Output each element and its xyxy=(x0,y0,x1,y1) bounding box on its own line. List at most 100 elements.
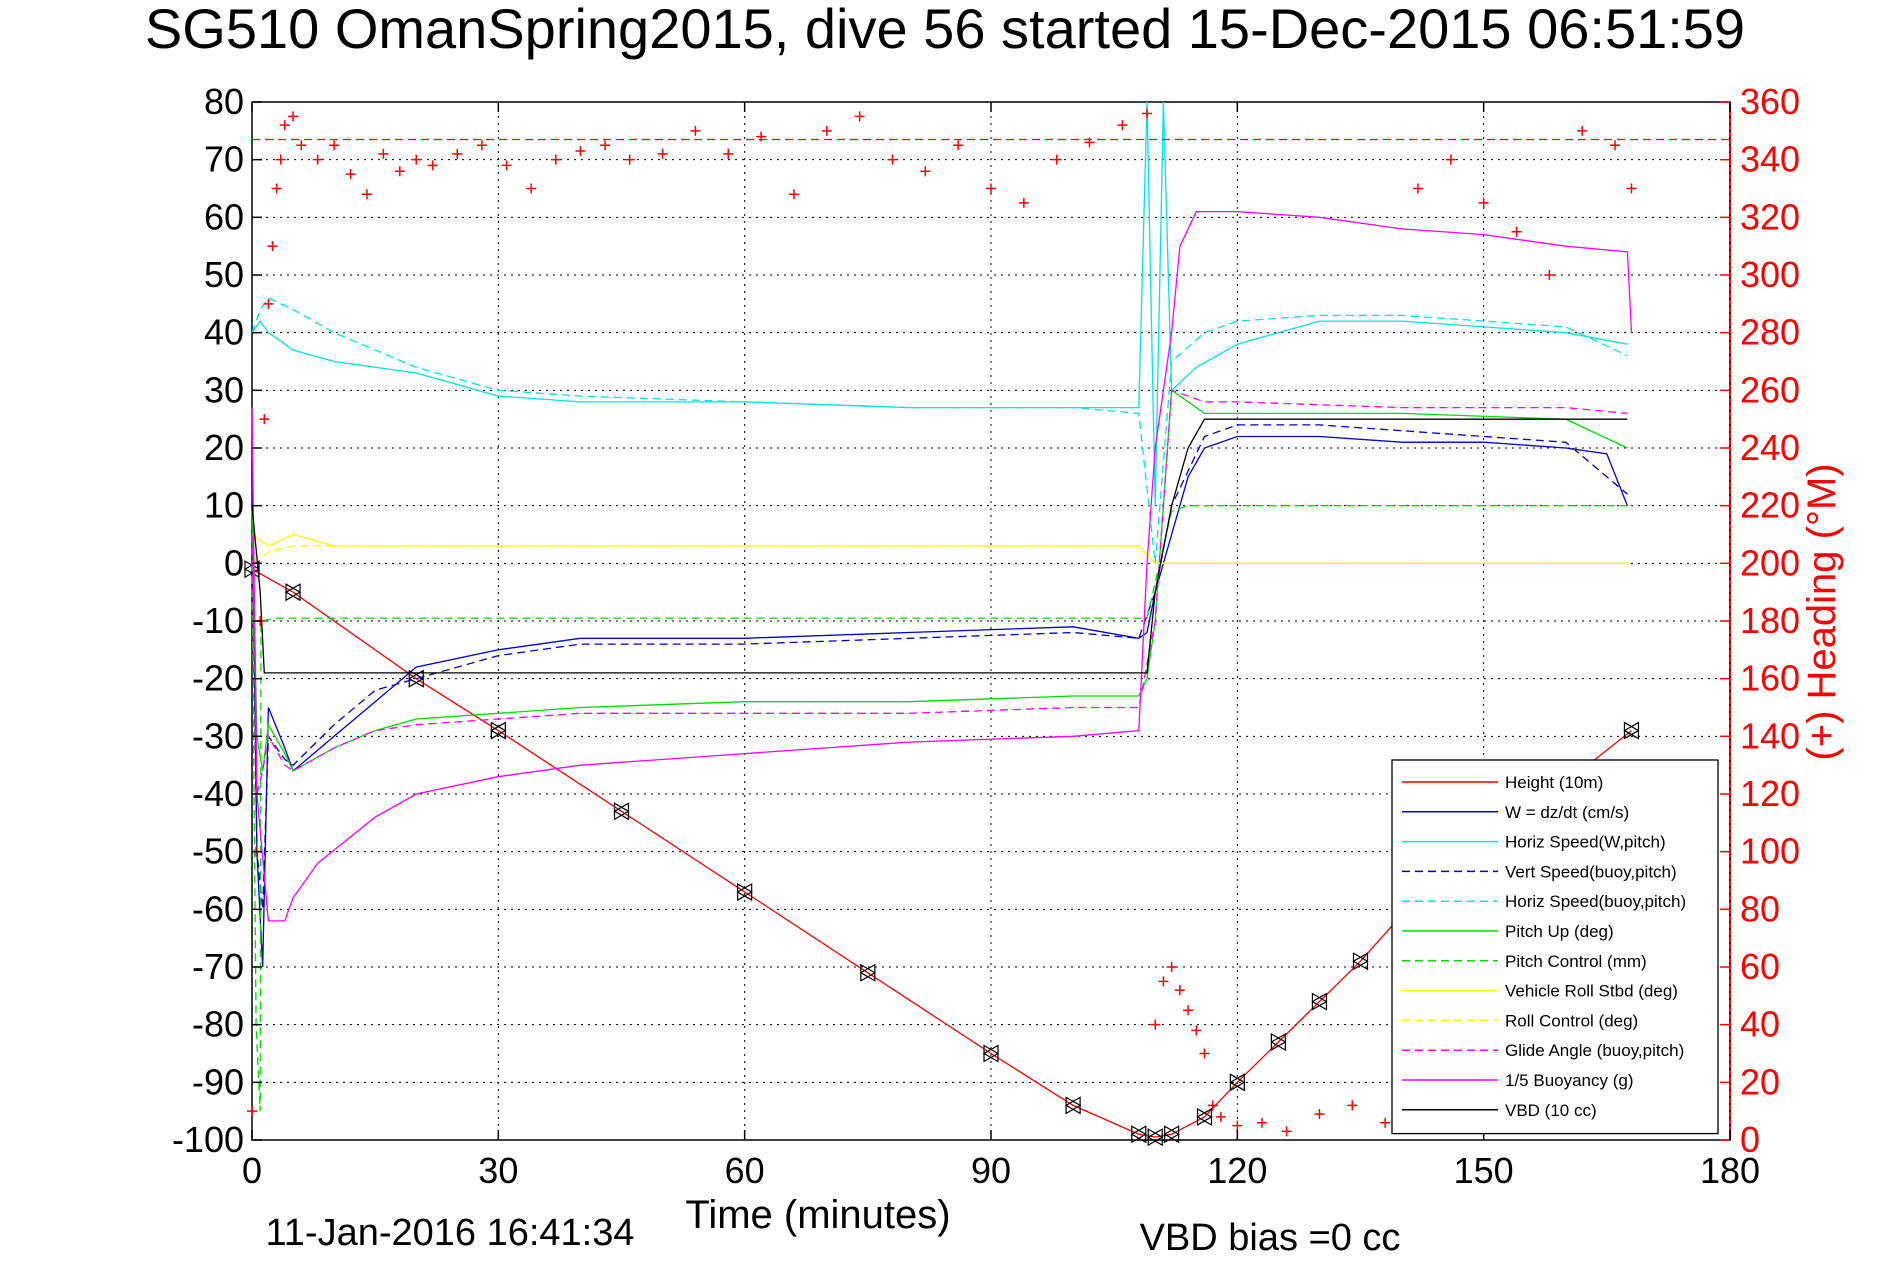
series-line xyxy=(251,424,1628,910)
y-tick-label: -70 xyxy=(192,946,244,987)
heading-point xyxy=(275,154,286,165)
heading-point xyxy=(690,125,701,136)
heading-point xyxy=(247,1106,257,1117)
heading-point xyxy=(1626,183,1637,194)
series-line xyxy=(251,533,1628,564)
heading-point xyxy=(1347,1100,1358,1111)
legend-label: Pitch Control (mm) xyxy=(1505,952,1647,971)
series-line xyxy=(251,210,1633,922)
chart-title: SG510 OmanSpring2015, dive 56 started 15… xyxy=(145,0,1745,60)
heading-point xyxy=(821,125,832,136)
depth-marker xyxy=(408,669,425,688)
heading-point xyxy=(452,148,463,159)
legend-label: Vehicle Roll Stbd (deg) xyxy=(1505,982,1678,1001)
x-tick-label: 0 xyxy=(242,1150,262,1191)
y-right-tick-label: 180 xyxy=(1740,600,1800,641)
depth-marker xyxy=(1311,992,1328,1011)
x-tick-label: 90 xyxy=(971,1150,1011,1191)
heading-point xyxy=(600,140,611,151)
heading-point xyxy=(723,148,734,159)
y-right-tick-label: 320 xyxy=(1740,196,1800,237)
y-tick-label: -80 xyxy=(192,1004,244,1045)
series-line xyxy=(251,418,1628,674)
y-right-tick-label: 80 xyxy=(1740,888,1780,929)
y-tick-label: 30 xyxy=(204,369,244,410)
heading-point xyxy=(1256,1117,1267,1128)
heading-point xyxy=(1183,1005,1194,1016)
heading-point xyxy=(329,140,340,151)
heading-point xyxy=(887,154,898,165)
heading-point xyxy=(1117,120,1128,131)
depth-marker xyxy=(613,802,630,821)
legend-label: W = dz/dt (cm/s) xyxy=(1505,803,1629,822)
y-right-tick-label: 280 xyxy=(1740,312,1800,353)
heading-point xyxy=(1380,1117,1391,1128)
y-tick-label: -40 xyxy=(192,773,244,814)
heading-point xyxy=(501,160,512,171)
depth-marker xyxy=(1147,1128,1164,1147)
y-right-tick-label: 340 xyxy=(1740,139,1800,180)
y-right-tick-label: 160 xyxy=(1740,658,1800,699)
x-tick-label: 180 xyxy=(1700,1150,1760,1191)
y-tick-label: -20 xyxy=(192,658,244,699)
heading-point xyxy=(1207,1100,1218,1111)
depth-marker xyxy=(1229,1073,1246,1092)
heading-point xyxy=(1412,183,1423,194)
heading-point xyxy=(854,111,865,122)
heading-point xyxy=(657,148,668,159)
x-tick-label: 60 xyxy=(725,1150,765,1191)
legend-label: Vert Speed(buoy,pitch) xyxy=(1505,862,1677,881)
legend-label: Horiz Speed(W,pitch) xyxy=(1505,833,1666,852)
depth-marker xyxy=(1270,1032,1287,1052)
heading-point xyxy=(1166,962,1177,972)
heading-point xyxy=(1199,1048,1210,1059)
y-tick-label: 70 xyxy=(204,139,244,180)
heading-point xyxy=(756,131,767,142)
heading-point xyxy=(1191,1025,1202,1036)
y-tick-label: 0 xyxy=(224,542,244,583)
y-tick-label: -10 xyxy=(192,600,244,641)
y-right-tick-label: 20 xyxy=(1740,1061,1780,1102)
y-right-tick-label: 120 xyxy=(1740,773,1800,814)
depth-marker xyxy=(1352,952,1369,971)
depth-marker xyxy=(859,963,877,982)
footer-vbd-bias: VBD bias =0 cc xyxy=(1140,1217,1401,1259)
heading-point xyxy=(296,140,307,151)
y-tick-label: 80 xyxy=(204,81,244,122)
y-right-tick-label: 200 xyxy=(1740,542,1800,583)
legend-label: 1/5 Buoyancy (g) xyxy=(1505,1071,1634,1090)
y-tick-label: 40 xyxy=(204,312,244,353)
heading-point xyxy=(263,298,274,309)
footer-date: 11-Jan-2016 16:41:34 xyxy=(265,1212,634,1254)
heading-point xyxy=(1577,125,1588,136)
heading-point xyxy=(1174,985,1185,996)
series-line xyxy=(251,505,1628,1112)
depth-marker xyxy=(1196,1107,1213,1126)
y-axis-right-label: (+) Heading (°M) xyxy=(1800,463,1844,760)
heading-point xyxy=(288,111,299,122)
y-right-tick-label: 40 xyxy=(1740,1004,1780,1045)
heading-point xyxy=(575,146,586,157)
x-tick-label: 120 xyxy=(1207,1150,1267,1191)
series-line xyxy=(251,568,1632,1138)
heading-point xyxy=(476,140,487,151)
heading-point xyxy=(1215,1111,1226,1122)
heading-points xyxy=(247,108,1637,1137)
heading-point xyxy=(1511,226,1522,237)
y-tick-label: 10 xyxy=(204,485,244,526)
y-right-tick-label: 260 xyxy=(1740,369,1800,410)
legend-label: VBD (10 cc) xyxy=(1505,1101,1597,1120)
heading-point xyxy=(1051,154,1062,165)
heading-point xyxy=(1544,270,1555,280)
heading-point xyxy=(1445,154,1456,165)
heading-point xyxy=(953,140,964,151)
heading-point xyxy=(1232,1120,1243,1131)
heading-point xyxy=(271,183,282,194)
heading-point xyxy=(1150,1019,1161,1030)
heading-point xyxy=(259,414,270,425)
series-line xyxy=(251,545,1628,564)
depth-marker xyxy=(490,721,507,740)
x-axis-label: Time (minutes) xyxy=(685,1193,950,1237)
heading-point xyxy=(526,183,537,194)
